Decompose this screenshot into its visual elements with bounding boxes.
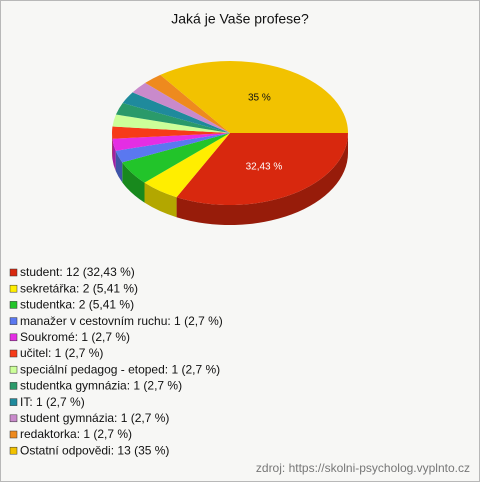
legend-swatch [9,446,18,455]
slice-side [112,138,116,171]
slice [115,103,230,133]
slice [122,133,230,183]
legend-label: student: 12 (32,43 %) [20,265,135,279]
slice-side [176,133,348,226]
legend-label: IT: 1 (2,7 %) [20,395,85,409]
legend-swatch [9,414,18,423]
slice [176,133,348,205]
legend-swatch [9,382,18,390]
slice [145,74,230,133]
slice [160,61,348,133]
legend-swatch [9,398,18,406]
legend-label: manažer v cestovním ruchu: 1 (2,7 %) [20,314,223,328]
slice [144,133,230,198]
legend-label: Soukromé: 1 (2,7 %) [20,330,130,344]
legend-label: učitel: 1 (2,7 %) [20,346,103,360]
legend-swatch [9,349,18,358]
legend-label: redaktorka: 1 (2,7 %) [20,427,132,441]
slice [115,133,230,163]
legend-label: sekretářka: 2 (5,41 %) [20,281,138,295]
slice [112,133,230,151]
slice [132,82,230,133]
legend-swatch [9,268,18,277]
legend-swatch [9,284,18,293]
slice-side [115,150,123,183]
legend-label: Ostatní odpovědi: 13 (35 %) [20,443,169,457]
legend-swatch [9,430,18,439]
legend-label: student gymnázia: 1 (2,7 %) [20,411,169,425]
slice-side [122,162,145,203]
legend-swatch [9,317,18,325]
slice [122,92,230,133]
legend-label: speciální pedagog - etoped: 1 (2,7 %) [20,362,220,376]
legend-label: studentka: 2 (5,41 %) [20,298,134,312]
source: zdroj: https://skolni-psycholog.vyplnto.… [256,461,470,475]
slice-label: 32,43 % [246,161,283,172]
legend-swatch [9,333,18,342]
slice-label: 35 % [248,92,271,103]
legend-swatch [9,365,18,374]
chart-title: Jaká je Vaše profese? [171,11,309,27]
slice-side [144,182,177,218]
legend-label: studentka gymnázia: 1 (2,7 %) [20,379,182,393]
legend-swatch [9,301,18,309]
slice [111,126,230,139]
slice [112,114,230,133]
